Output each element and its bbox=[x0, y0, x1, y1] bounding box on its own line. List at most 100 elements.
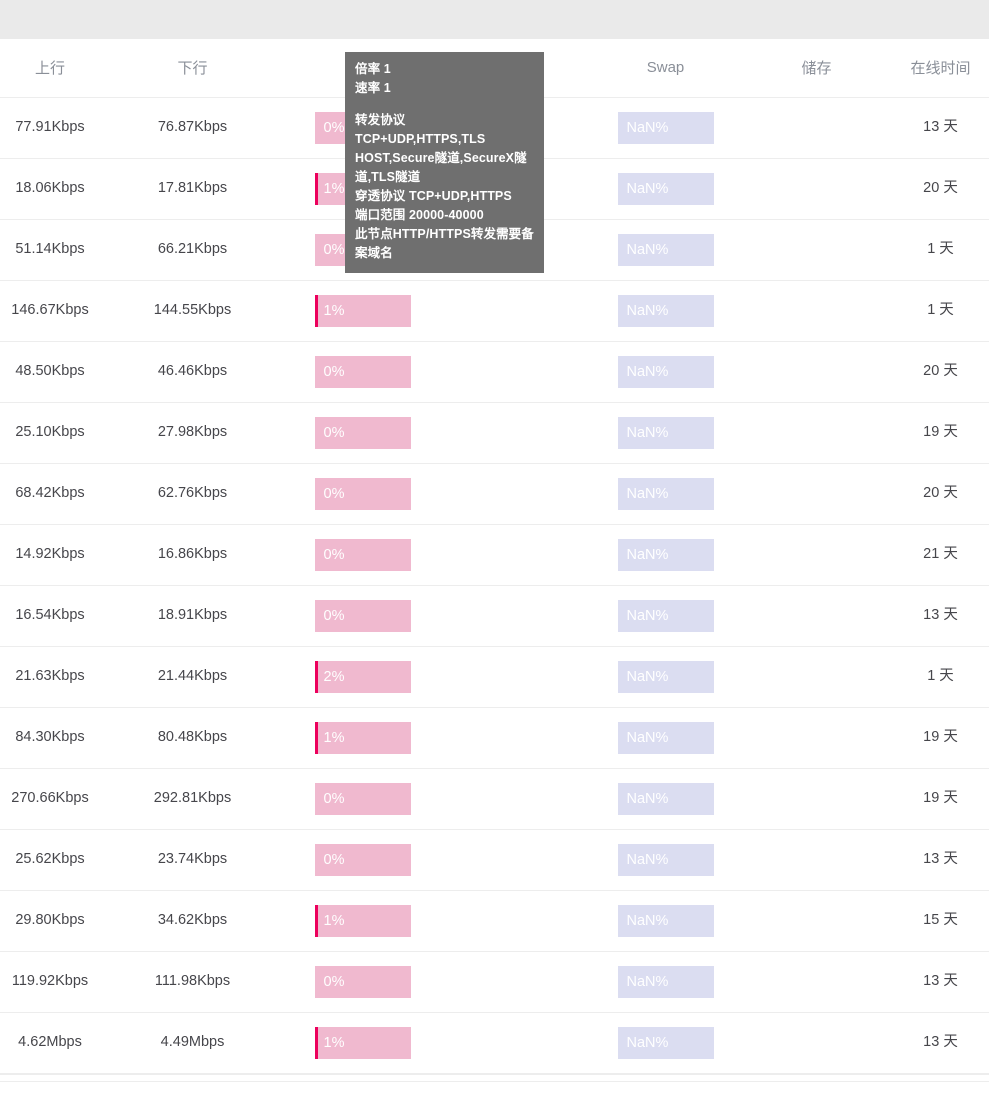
table-row[interactable]: 16.54Kbps 18.91Kbps 0% 17% NaN% 6% 13 天 bbox=[0, 585, 989, 647]
cell-cpu: 1% bbox=[285, 890, 440, 952]
cell-swap: NaN% bbox=[590, 97, 741, 159]
cell-upload-value: 16.54Kbps bbox=[15, 607, 85, 624]
cell-cpu-bar: 1% bbox=[314, 1026, 411, 1059]
cell-memory: 41% bbox=[440, 646, 590, 708]
cell-cpu-bar: 0% bbox=[314, 782, 411, 815]
cell-storage-bar-label: 6% bbox=[810, 241, 832, 258]
server-status-table: 上行 下行 CPU 内存 Swap 储存 在线时间 77.91Kbps76.87… bbox=[0, 39, 989, 1074]
column-header-swap[interactable]: Swap bbox=[590, 39, 741, 98]
cell-storage-bar-label: 6% bbox=[810, 119, 832, 136]
cell-storage-bar-label: 6% bbox=[810, 363, 832, 380]
cell-memory: 17% bbox=[440, 463, 590, 525]
cell-storage-bar: 7% bbox=[802, 539, 832, 571]
cell-cpu-bar-label: 0% bbox=[323, 424, 345, 441]
column-header-uptime[interactable]: 在线时间 bbox=[892, 39, 989, 98]
cell-cpu-bar-label: 1% bbox=[323, 729, 345, 746]
cell-swap: NaN% bbox=[590, 890, 741, 952]
cell-memory-bar-label: 53% bbox=[504, 546, 535, 563]
cell-download: 80.48Kbps bbox=[100, 707, 285, 769]
cell-cpu-bar: 2% bbox=[314, 660, 411, 693]
cell-upload: 68.42Kbps bbox=[0, 463, 100, 525]
cell-swap-bar-label: NaN% bbox=[626, 1034, 669, 1051]
cell-uptime-value: 19 天 bbox=[923, 790, 958, 807]
cell-download-value: 62.76Kbps bbox=[157, 485, 228, 502]
table-row[interactable]: 119.92Kbps 111.98Kbps 0% 17% NaN% 6% 13 天 bbox=[0, 951, 989, 1013]
cell-storage: 6% bbox=[741, 585, 892, 647]
cell-cpu-bar-fill bbox=[314, 721, 318, 754]
cell-upload: 119.92Kbps bbox=[0, 951, 100, 1013]
cell-uptime: 21 天 bbox=[892, 524, 989, 586]
cell-cpu-bar-label: 2% bbox=[323, 668, 345, 685]
cell-memory-bar: 41% bbox=[496, 661, 534, 693]
cell-uptime: 19 天 bbox=[892, 707, 989, 769]
cell-cpu-bar-label: 0% bbox=[323, 119, 345, 136]
column-header-upload[interactable]: 上行 bbox=[0, 39, 100, 98]
cell-cpu-bar: 0% bbox=[314, 538, 411, 571]
cell-download: 34.62Kbps bbox=[100, 890, 285, 952]
cell-memory-bar-label: 23% bbox=[504, 790, 535, 807]
cell-download: 62.76Kbps bbox=[100, 463, 285, 525]
table-row[interactable]: 14.92Kbps 16.86Kbps 0% 53% NaN% 7% 21 天 bbox=[0, 524, 989, 586]
cell-download-value: 34.62Kbps bbox=[157, 912, 228, 929]
cell-swap-bar-label: NaN% bbox=[626, 241, 669, 258]
cell-upload-value: 14.92Kbps bbox=[15, 546, 85, 563]
table-row[interactable]: 21.63Kbps 21.44Kbps 2% 41% NaN% 28% 1 天 bbox=[0, 646, 989, 708]
table-row[interactable]: 84.30Kbps 80.48Kbps 1% 43% NaN% 29% 19 天 bbox=[0, 707, 989, 769]
cell-memory-bar-label: 17% bbox=[504, 973, 535, 990]
cell-uptime: 1 天 bbox=[892, 646, 989, 708]
tooltip-spacer bbox=[355, 98, 534, 111]
cell-upload-value: 21.63Kbps bbox=[15, 668, 85, 685]
cell-cpu-bar-fill bbox=[314, 904, 318, 937]
cell-cpu-bar: 0% bbox=[314, 965, 411, 998]
cell-storage-bar-label: 6% bbox=[810, 851, 832, 868]
tooltip-forward-protocol: 转发协议 TCP+UDP,HTTPS,TLS HOST,Secure隧道,Sec… bbox=[355, 113, 527, 184]
table-row[interactable]: 48.50Kbps 46.46Kbps 0% 17% NaN% 6% 20 天 bbox=[0, 341, 989, 403]
cell-memory: 23% bbox=[440, 768, 590, 830]
cell-memory: 44% bbox=[440, 402, 590, 464]
cell-memory: 45% bbox=[440, 890, 590, 952]
table-row[interactable]: 29.80Kbps 34.62Kbps 1% 45% NaN% 23% 15 天 bbox=[0, 890, 989, 952]
table-row[interactable]: 25.10Kbps 27.98Kbps 0% 44% NaN% 32% 19 天 bbox=[0, 402, 989, 464]
cell-cpu: 1% bbox=[285, 707, 440, 769]
cell-cpu-bar-fill bbox=[314, 1026, 318, 1059]
cell-uptime: 1 天 bbox=[892, 219, 989, 281]
cell-storage-bar: 6% bbox=[802, 112, 832, 144]
cell-swap-bar: NaN% bbox=[617, 965, 714, 998]
cell-swap-bar-label: NaN% bbox=[626, 424, 669, 441]
table-row[interactable]: 270.66Kbps 292.81Kbps 0% 23% NaN% 26% 19 天 bbox=[0, 768, 989, 830]
cell-swap-bar-label: NaN% bbox=[626, 485, 669, 502]
table-row[interactable]: 4.62Mbps 4.49Mbps 1% 17% NaN% 6% 13 天 bbox=[0, 1012, 989, 1074]
cell-upload: 21.63Kbps bbox=[0, 646, 100, 708]
cell-storage-bar-label: 26% bbox=[806, 790, 836, 807]
table-row[interactable]: 25.62Kbps 23.74Kbps 0% 16% NaN% 6% 13 天 bbox=[0, 829, 989, 891]
table-row[interactable]: 68.42Kbps 62.76Kbps 0% 17% NaN% 6% 20 天 bbox=[0, 463, 989, 525]
cell-storage-bar: 32% bbox=[797, 417, 835, 449]
column-header-storage[interactable]: 储存 bbox=[741, 39, 892, 98]
cell-memory: 17% bbox=[440, 341, 590, 403]
cell-download: 23.74Kbps bbox=[100, 829, 285, 891]
cell-download: 76.87Kbps bbox=[100, 97, 285, 159]
cell-memory-bar: 17% bbox=[496, 1027, 534, 1059]
cell-cpu: 0% bbox=[285, 463, 440, 525]
cell-upload-value: 68.42Kbps bbox=[15, 485, 85, 502]
cell-cpu: 0% bbox=[285, 951, 440, 1013]
cell-swap-bar-label: NaN% bbox=[626, 973, 669, 990]
table-row[interactable]: 146.67Kbps 144.55Kbps 1% 29% NaN% 8% 1 天 bbox=[0, 280, 989, 342]
cell-swap-bar: NaN% bbox=[617, 782, 714, 815]
cell-swap: NaN% bbox=[590, 707, 741, 769]
cell-upload: 84.30Kbps bbox=[0, 707, 100, 769]
column-header-download[interactable]: 下行 bbox=[100, 39, 285, 98]
cell-download-value: 23.74Kbps bbox=[157, 851, 228, 868]
cell-memory-bar-label: 17% bbox=[504, 607, 535, 624]
cell-uptime: 13 天 bbox=[892, 97, 989, 159]
cell-uptime-value: 13 天 bbox=[923, 851, 958, 868]
cell-upload-value: 84.30Kbps bbox=[15, 729, 85, 746]
cell-storage-bar-label: 6% bbox=[810, 180, 832, 197]
cell-memory-bar-label: 41% bbox=[504, 668, 535, 685]
cell-download-value: 66.21Kbps bbox=[157, 241, 228, 258]
cell-cpu-bar: 0% bbox=[314, 477, 411, 510]
cell-swap: NaN% bbox=[590, 585, 741, 647]
cell-uptime-value: 13 天 bbox=[923, 1034, 958, 1051]
cell-cpu-bar-fill bbox=[314, 172, 318, 205]
cell-memory-bar-label: 43% bbox=[504, 729, 535, 746]
